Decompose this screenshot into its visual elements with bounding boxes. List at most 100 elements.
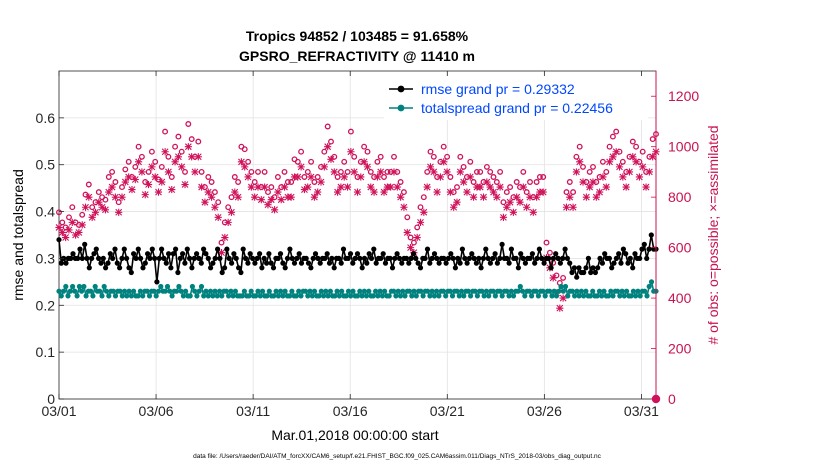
- assimilated-obs-point: [569, 203, 577, 211]
- totalspread-point: [232, 288, 238, 294]
- possible-obs-point: [281, 168, 288, 175]
- totalspread-point: [361, 288, 367, 294]
- assimilated-obs-point: [75, 228, 83, 237]
- totalspread-point: [140, 293, 146, 299]
- rmse-point: [459, 246, 465, 252]
- assimilated-obs-point: [247, 183, 255, 191]
- rmse-point: [387, 255, 393, 261]
- assimilated-obs-point: [95, 198, 103, 206]
- assimilated-obs-point: [71, 231, 80, 239]
- rmse-point: [445, 255, 451, 261]
- left-y-tick-label: 0.5: [36, 157, 56, 173]
- assimilated-obs-point: [204, 188, 212, 196]
- rmse-point: [298, 260, 305, 266]
- rmse-point: [455, 255, 461, 261]
- legend-box: [384, 76, 648, 120]
- right-y-tick-label: 1000: [668, 139, 699, 155]
- assimilated-obs-point: [373, 173, 381, 181]
- totalspread-point: [377, 288, 383, 294]
- totalspread-point: [217, 288, 223, 294]
- rmse-point: [611, 260, 617, 266]
- possible-obs-point: [152, 158, 159, 165]
- rmse-point: [119, 255, 125, 261]
- assimilated-obs-point: [602, 183, 610, 191]
- rmse-point: [96, 255, 102, 261]
- totalspread-point: [316, 293, 322, 299]
- totalspread-point: [201, 293, 207, 299]
- possible-obs-point: [148, 148, 155, 155]
- assimilated-obs-point: [556, 304, 564, 312]
- possible-obs-point: [523, 189, 530, 196]
- assimilated-obs-point: [605, 158, 614, 166]
- assimilated-obs-point: [65, 226, 73, 234]
- rmse-point: [567, 260, 573, 266]
- possible-obs-point: [613, 128, 620, 135]
- totalspread-point: [474, 293, 480, 299]
- possible-obs-point: [497, 168, 504, 175]
- possible-obs-point: [115, 199, 122, 206]
- possible-obs-point: [420, 194, 427, 201]
- assimilated-obs-point: [406, 244, 415, 252]
- totalspread-point: [205, 293, 211, 299]
- rmse-point: [616, 251, 622, 257]
- rmse-point: [75, 255, 81, 261]
- possible-obs-point: [573, 153, 580, 160]
- assimilated-obs-point: [115, 208, 123, 216]
- x-tick-label: 03/26: [527, 403, 562, 419]
- assimilated-obs-point: [509, 208, 517, 216]
- rmse-point: [520, 255, 526, 261]
- totalspread-point: [418, 288, 424, 294]
- possible-obs-point: [576, 143, 583, 150]
- assimilated-obs-point: [280, 183, 289, 191]
- totalspread-point: [574, 288, 580, 294]
- rmse-point: [236, 265, 242, 271]
- rmse-point: [312, 251, 319, 257]
- possible-obs-point: [397, 179, 404, 185]
- rmse-point: [124, 255, 130, 261]
- rmse-point: [58, 260, 64, 266]
- possible-obs-point: [367, 168, 374, 175]
- possible-obs-point: [95, 189, 102, 196]
- rmse-point: [581, 269, 587, 276]
- possible-obs-point: [361, 143, 368, 150]
- totalspread-point: [289, 288, 295, 294]
- rmse-point: [310, 255, 316, 261]
- totalspread-point: [526, 288, 533, 294]
- rmse-point: [159, 246, 165, 252]
- totalspread-point: [576, 293, 582, 299]
- totalspread-point: [454, 288, 460, 294]
- possible-obs-point: [102, 196, 109, 203]
- rmse-point: [373, 260, 379, 266]
- possible-obs-point: [493, 179, 500, 185]
- totalspread-point: [164, 283, 171, 290]
- possible-obs-point: [62, 224, 69, 231]
- assimilated-obs-point: [622, 183, 630, 191]
- possible-obs-point: [649, 136, 656, 143]
- totalspread-point: [558, 283, 564, 290]
- totalspread-point: [275, 293, 281, 299]
- possible-obs-point: [105, 174, 112, 180]
- totalspread-point: [296, 288, 302, 294]
- possible-obs-point: [603, 168, 610, 175]
- rmse-point: [541, 260, 547, 266]
- rmse-point: [644, 255, 650, 261]
- assimilated-obs-point: [493, 193, 501, 201]
- possible-obs-point: [122, 166, 129, 173]
- totalspread-point: [228, 288, 234, 294]
- possible-obs-point: [195, 138, 202, 145]
- totalspread-point: [551, 288, 557, 294]
- assimilated-obs-point: [559, 294, 567, 302]
- x-tick-label: 03/16: [333, 403, 368, 419]
- possible-obs-point: [560, 274, 567, 281]
- totalspread-point: [400, 288, 406, 294]
- totalspread-point: [282, 288, 288, 294]
- assimilated-obs-point: [194, 153, 202, 161]
- assimilated-obs-point: [360, 158, 368, 166]
- totalspread-point: [60, 288, 67, 294]
- rmse-point: [368, 255, 375, 261]
- assimilated-obs-point: [566, 193, 574, 201]
- totalspread-point: [88, 288, 94, 294]
- rmse-point: [434, 255, 440, 261]
- totalspread-point: [443, 293, 449, 299]
